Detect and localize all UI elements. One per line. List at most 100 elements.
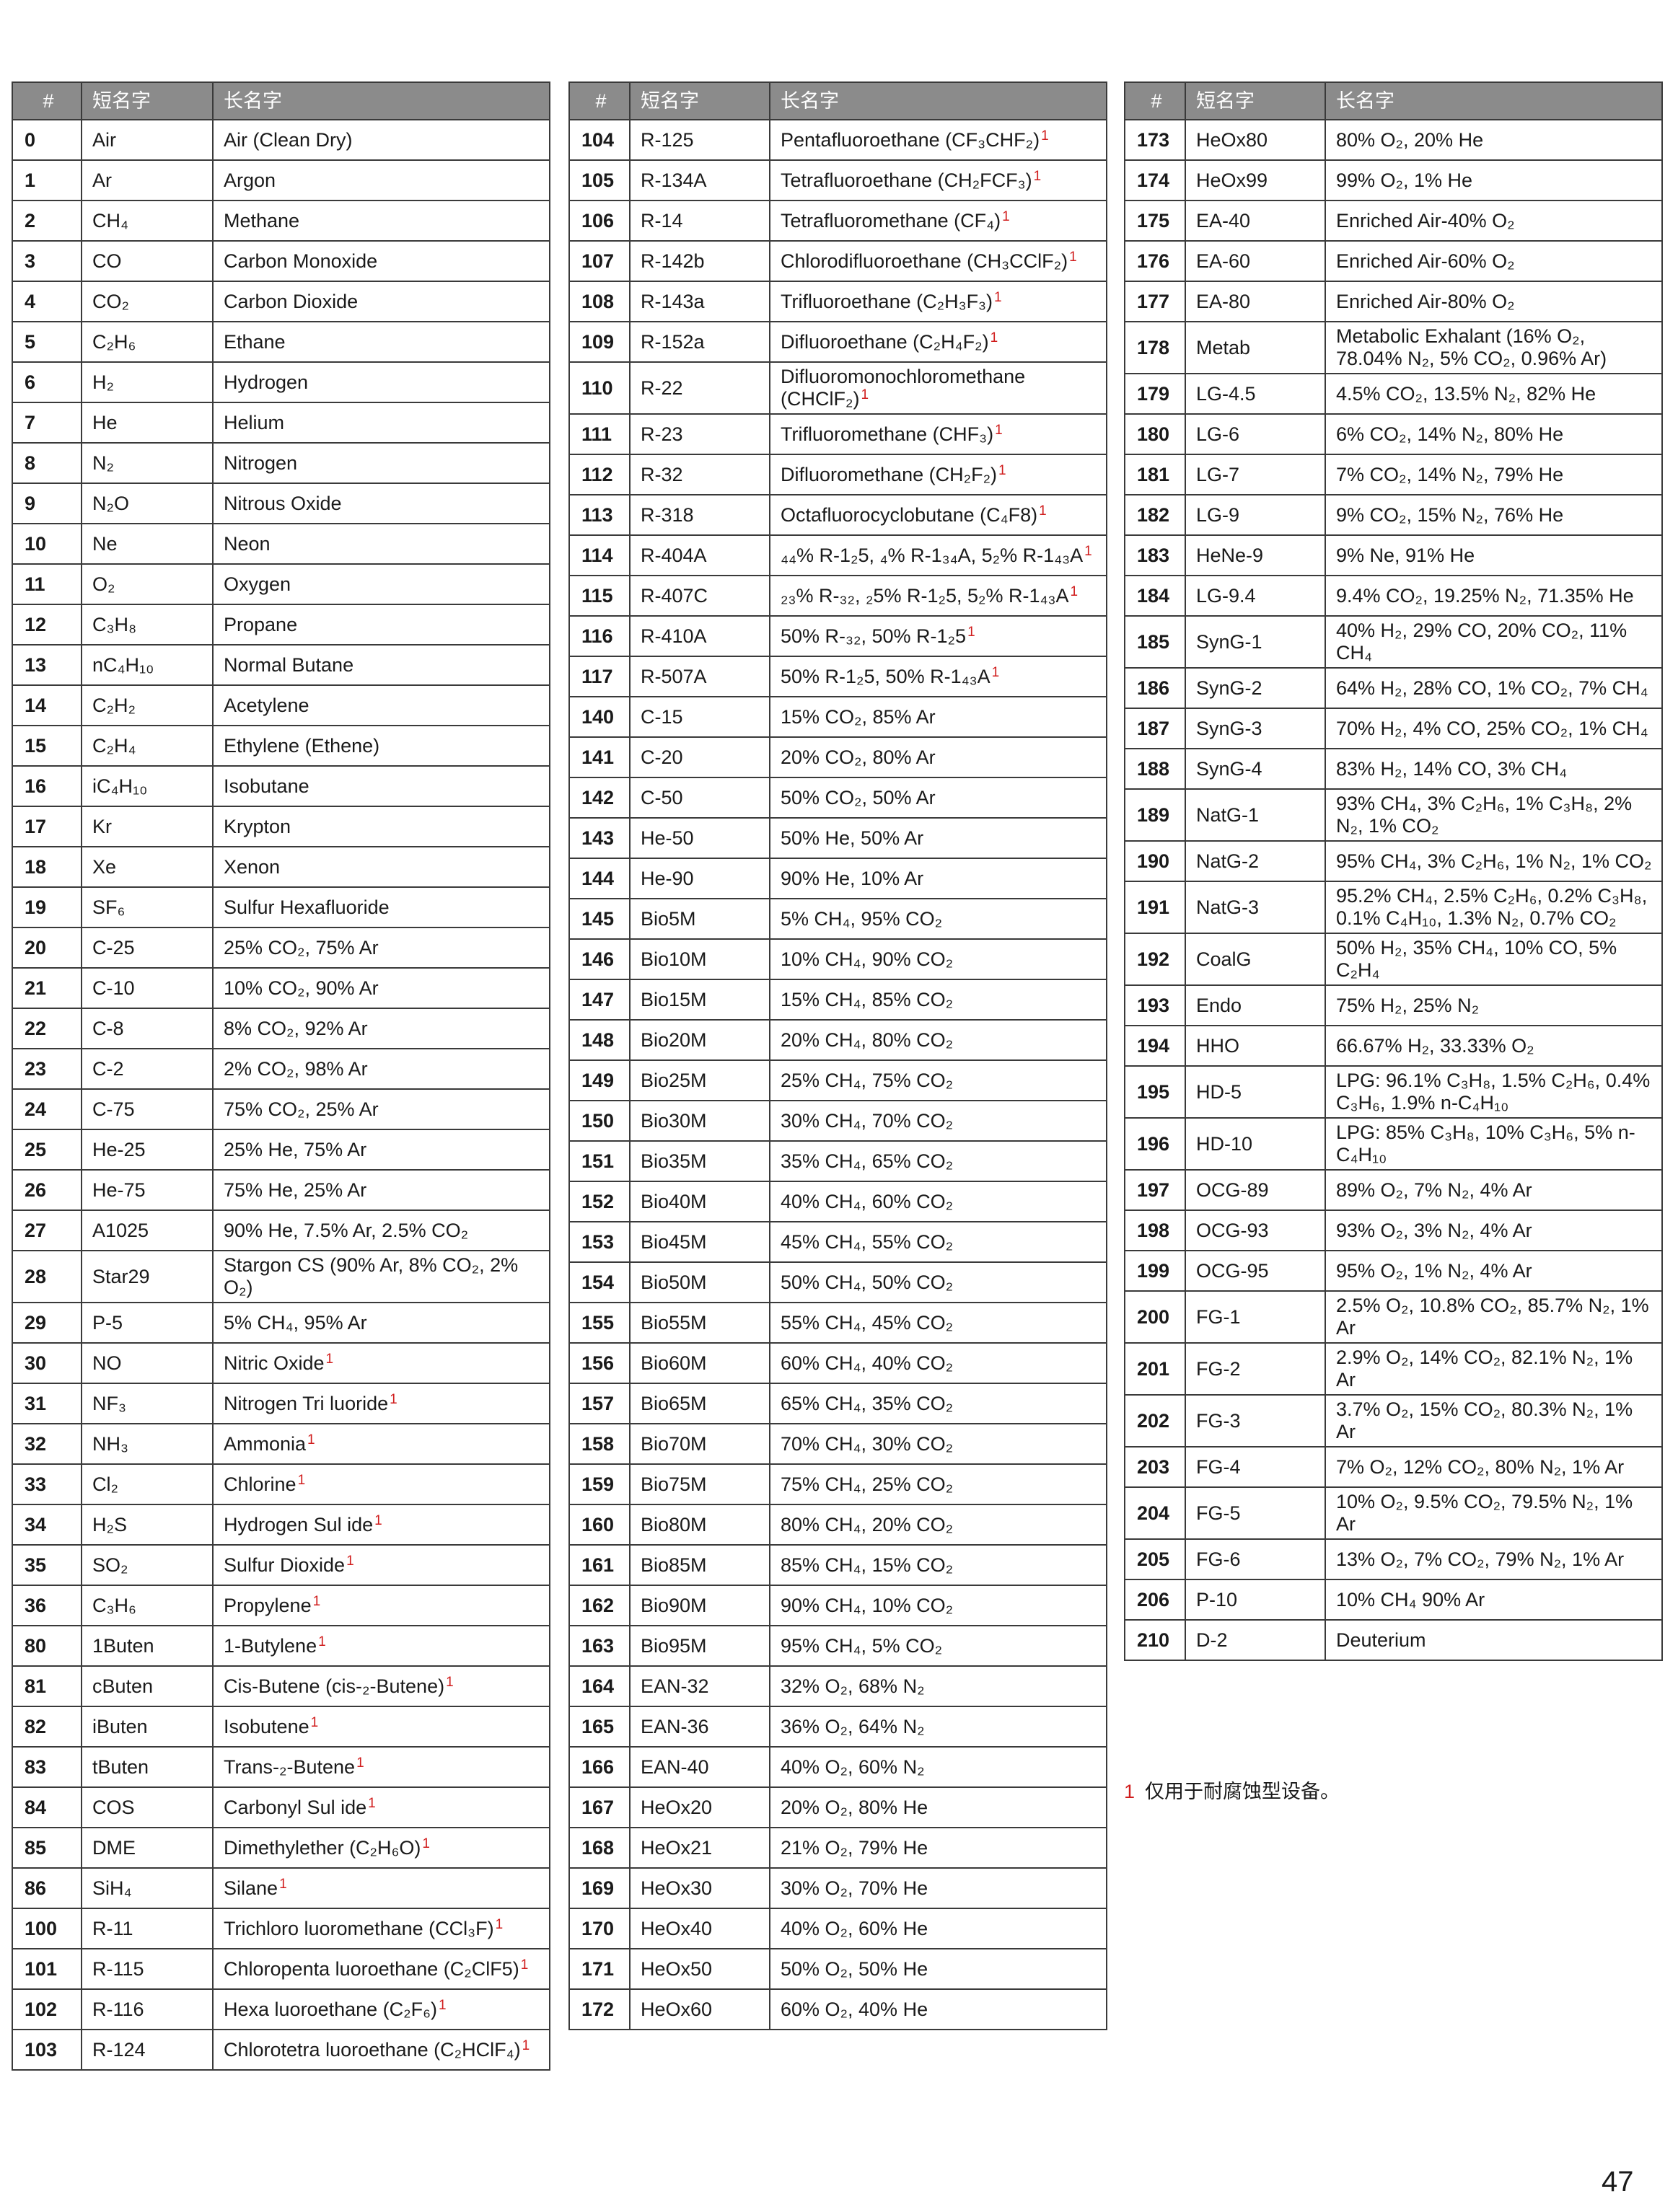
long-name: Air (Clean Dry) [212,119,550,161]
gas-number: 201 [1124,1342,1186,1396]
gas-number: 210 [1124,1619,1186,1661]
table-row: 170 HeOx40 40% O₂, 60% He [568,1908,1107,1949]
long-name: Trifluoroethane (C₂H₃F₃) 1 [769,281,1107,322]
table-row: 176 EA-60 Enriched Air-60% O₂ [1124,240,1663,282]
short-name: HD-5 [1185,1065,1326,1119]
table-row: 184 LG-9.4 9.4% CO₂, 19.25% N₂, 71.35% He [1124,575,1663,617]
table-row: 106 R-14 Tetrafluoromethane (CF₄) 1 [568,200,1107,242]
header-cell: # [568,81,631,120]
short-name: R-124 [81,2029,214,2071]
long-name: 40% CH₄, 60% CO₂ [769,1181,1107,1222]
footnote-ref: 1 [356,1755,364,1771]
short-name: R-14 [629,200,770,242]
table-row: 14 C₂H₂ Acetylene [12,684,550,726]
short-name: C-50 [629,777,770,819]
gas-number: 144 [568,858,631,899]
gas-number: 18 [12,846,82,888]
gas-number: 189 [1124,788,1186,842]
long-name: Octafluorocyclobutane (C₄F8) 1 [769,494,1107,536]
short-name: HeOx60 [629,1988,770,2030]
short-name: CO₂ [81,281,214,322]
gas-number: 4 [12,281,82,322]
table-row: 31 NF₃ Nitrogen Tri luoride 1 [12,1383,550,1424]
long-name: Trichloro luoromethane (CCl₃F) 1 [212,1908,550,1949]
footnote-ref: 1 [1041,128,1049,144]
short-name: Bio35M [629,1140,770,1182]
short-name: R-507A [629,656,770,697]
short-name: C₂H₆ [81,321,214,363]
table-row: 186 SynG-2 64% H₂, 28% CO, 1% CO₂, 7% CH₄ [1124,667,1663,709]
table-row: 104 R-125 Pentafluoroethane (CF₃CHF₂) 1 [568,119,1107,161]
gas-number: 202 [1124,1394,1186,1448]
long-name: 85% CH₄, 15% CO₂ [769,1544,1107,1586]
long-name: Pentafluoroethane (CF₃CHF₂) 1 [769,119,1107,161]
short-name: CO [81,240,214,282]
gas-number: 183 [1124,534,1186,576]
short-name: R-115 [81,1948,214,1990]
long-name: 25% He, 75% Ar [212,1129,550,1171]
long-name: 2% CO₂, 98% Ar [212,1048,550,1090]
table-row: 210 D-2 Deuterium [1124,1619,1663,1661]
table-row: 82 iButen Isobutene 1 [12,1706,550,1748]
header-cell: 短名字 [629,81,770,120]
long-name: LPG: 96.1% C₃H₈, 1.5% C₂H₆, 0.4% C₃H₆, 1… [1325,1065,1663,1119]
table-row: 150 Bio30M 30% CH₄, 70% CO₂ [568,1100,1107,1142]
long-name: Metabolic Exhalant (16% O₂, 78.04% N₂, 5… [1325,321,1663,374]
table-row: 153 Bio45M 45% CH₄, 55% CO₂ [568,1221,1107,1263]
short-name: C₂H₂ [81,684,214,726]
long-name: Hydrogen Sul ide 1 [212,1504,550,1546]
short-name: N₂ [81,442,214,484]
short-name: C₂H₄ [81,725,214,767]
table-row: 199 OCG-95 95% O₂, 1% N₂, 4% Ar [1124,1250,1663,1292]
table-row: 188 SynG-4 83% H₂, 14% CO, 3% CH₄ [1124,748,1663,790]
gas-number: 150 [568,1100,631,1142]
gas-number: 7 [12,402,82,444]
long-name: Trans-₂-Butene 1 [212,1746,550,1788]
short-name: HHO [1185,1025,1326,1067]
long-name: 66.67% H₂, 33.33% O₂ [1325,1025,1663,1067]
footnote-ref: 1 [439,1997,447,2013]
short-name: R-125 [629,119,770,161]
gas-number: 196 [1124,1117,1186,1171]
table-row: 13 nC₄H₁₀ Normal Butane [12,644,550,686]
gas-number: 147 [568,979,631,1021]
table-row: 9 N₂O Nitrous Oxide [12,483,550,524]
footnote-ref: 1 [1084,543,1092,559]
footnote-ref: 1 [368,1795,376,1811]
short-name: Bio95M [629,1625,770,1667]
short-name: C-10 [81,967,214,1009]
short-name: iButen [81,1706,214,1748]
long-name: LPG: 85% C₃H₈, 10% C₃H₆, 5% n-C₄H₁₀ [1325,1117,1663,1171]
gas-number: 158 [568,1423,631,1465]
table-row: 15 C₂H₄ Ethylene (Ethene) [12,725,550,767]
table-row: 105 R-134A Tetrafluoroethane (CH₂FCF₃) 1 [568,159,1107,201]
table-row: 34 H₂S Hydrogen Sul ide 1 [12,1504,550,1546]
short-name: CH₄ [81,200,214,242]
gas-number: 205 [1124,1538,1186,1580]
gas-number: 184 [1124,575,1186,617]
gas-number: 155 [568,1302,631,1344]
long-name: Chloropenta luoroethane (C₂ClF5) 1 [212,1948,550,1990]
long-name: Oxygen [212,563,550,605]
gas-number: 22 [12,1008,82,1049]
short-name: C-15 [629,696,770,738]
gas-number: 177 [1124,281,1186,322]
short-name: LG-9.4 [1185,575,1326,617]
footnote-ref: 1 [374,1512,382,1528]
gas-number: 109 [568,321,631,363]
long-name: Sulfur Hexafluoride [212,886,550,928]
long-name: Ethane [212,321,550,363]
short-name: 1Buten [81,1625,214,1667]
short-name: D-2 [1185,1619,1326,1661]
short-name: R-22 [629,361,770,415]
long-name: Sulfur Dioxide 1 [212,1544,550,1586]
long-name: Chlorine 1 [212,1463,550,1505]
long-name: Ammonia 1 [212,1423,550,1465]
page-number: 47 [1602,2166,1634,2198]
short-name: FG-3 [1185,1394,1326,1448]
table-row: 19 SF₆ Sulfur Hexafluoride [12,886,550,928]
gas-number: 20 [12,927,82,969]
gas-number: 24 [12,1088,82,1130]
table-row: 143 He-50 50% He, 50% Ar [568,817,1107,859]
table-row: 114 R-404A ₄₄% R-1₂5, ₄% R-1₃₄A, 5₂% R-1₄₃… [568,534,1107,576]
